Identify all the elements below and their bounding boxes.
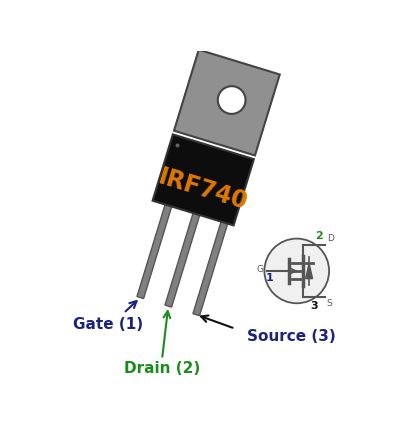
Polygon shape: [306, 263, 312, 278]
Text: 3: 3: [310, 301, 318, 311]
Text: Gate (1): Gate (1): [73, 317, 144, 332]
Circle shape: [218, 86, 246, 114]
Polygon shape: [152, 134, 254, 225]
Polygon shape: [165, 209, 201, 307]
Text: 1: 1: [265, 273, 273, 283]
Text: D: D: [327, 234, 335, 243]
Text: S: S: [326, 299, 332, 308]
Text: IRF740: IRF740: [155, 164, 250, 214]
Text: Source (3): Source (3): [247, 329, 335, 344]
Text: G: G: [257, 265, 263, 274]
Polygon shape: [193, 218, 229, 316]
Text: 2: 2: [315, 230, 323, 241]
Polygon shape: [137, 201, 173, 299]
Circle shape: [264, 239, 329, 303]
Text: Drain (2): Drain (2): [124, 361, 200, 376]
Circle shape: [176, 144, 179, 148]
Polygon shape: [174, 50, 280, 155]
